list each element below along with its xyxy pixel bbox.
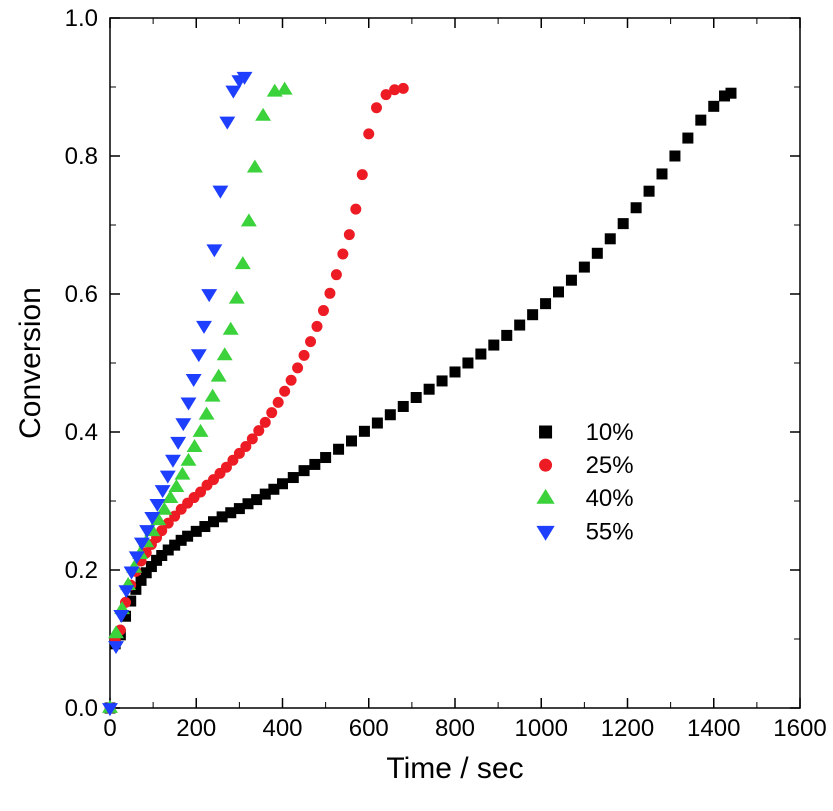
series-40% [103,83,292,713]
x-tick-label: 1400 [687,715,740,742]
legend-label: 55% [586,518,634,545]
x-tick-label: 400 [262,715,302,742]
chart-svg: 0 200 400 600 800 1000 1200 1400 1600 0.0 0.2 0.4 0.… [0,0,833,811]
legend-label: 10% [586,419,634,446]
x-tick-label: 1600 [773,715,826,742]
x-tick-label: 800 [435,715,475,742]
x-axis-title: Time / sec [386,752,523,785]
y-tick-label: 0.2 [65,557,98,584]
x-tick-label: 200 [176,715,216,742]
y-tick-label: 0.8 [65,143,98,170]
y-tick-label: 0.4 [65,419,98,446]
x-tick-label: 600 [349,715,389,742]
legend-label: 25% [586,452,634,479]
series-25% [105,83,408,713]
y-tick-label: 0.6 [65,281,98,308]
x-tick-label: 1200 [601,715,654,742]
y-axis-title: Conversion [14,287,47,439]
y-tick-label: 0.0 [65,695,98,722]
legend: 10% 25% 40% 55% [537,419,633,545]
y-tick-label: 1.0 [65,5,98,32]
x-tick-label: 0 [103,715,116,742]
conversion-vs-time-chart: 0 200 400 600 800 1000 1200 1400 1600 0.0 0.2 0.4 0.… [0,0,833,811]
x-tick-label: 1000 [515,715,568,742]
legend-label: 40% [586,485,634,512]
series-10% [105,88,736,713]
